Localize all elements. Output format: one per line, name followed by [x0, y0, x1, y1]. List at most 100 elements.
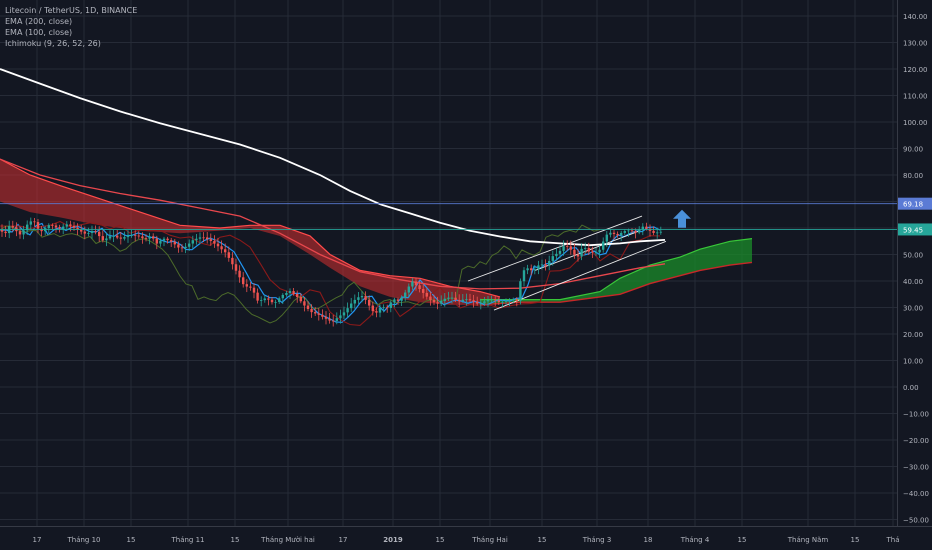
candle-body [216, 243, 220, 247]
candle-body [65, 224, 68, 227]
candle-body [432, 300, 436, 303]
cloud-bullish [480, 238, 752, 305]
price-label: 69.18 [903, 201, 923, 209]
candle-body [551, 256, 554, 261]
price-tick-label: 40.00 [903, 278, 923, 286]
time-tick-label: Tháng 10 [66, 536, 100, 544]
candle-body [198, 237, 202, 239]
price-tick-label: −40.00 [903, 490, 929, 498]
candle-body [188, 243, 191, 247]
price-tick-label: 10.00 [903, 358, 923, 366]
candle-body [270, 299, 274, 303]
candle-body [512, 299, 515, 301]
legend-ichimoku[interactable]: Ichimoku (9, 26, 52, 26) [5, 39, 101, 48]
candle-body [126, 235, 130, 238]
price-tick-label: 140.00 [903, 13, 928, 21]
candle-body [202, 237, 205, 239]
candle-body [83, 231, 86, 234]
time-axis[interactable]: 17 Tháng 10 15 Tháng 11 15 Tháng Mười hai 17 20… [0, 526, 932, 545]
candle-body [598, 249, 601, 253]
candle-body [281, 294, 284, 299]
candle-body [137, 235, 140, 237]
price-tick-label: 0.00 [903, 384, 919, 392]
time-tick-label: 2019 [383, 536, 403, 544]
candle-body [170, 240, 173, 242]
candle-body [364, 296, 367, 300]
candle-body [368, 299, 371, 306]
candle-body [213, 240, 216, 244]
candle-body [87, 232, 90, 234]
candle-body [18, 231, 22, 235]
price-tick-label: 30.00 [903, 305, 923, 313]
price-tick-label: 110.00 [903, 93, 928, 101]
candle-body [321, 314, 324, 317]
candle-body [227, 252, 230, 258]
candle-body [278, 298, 281, 302]
legend-ema100[interactable]: EMA (100, close) [5, 28, 73, 37]
candle-body [468, 299, 472, 301]
time-tick-label: 17 [339, 536, 348, 544]
time-tick-label: 18 [644, 536, 653, 544]
candle-body [602, 241, 605, 250]
candle-body [116, 235, 119, 238]
candle-body [29, 221, 32, 225]
price-tick-label: −50.00 [903, 517, 929, 525]
time-tick-label: Tháng 11 [170, 536, 204, 544]
candle-body [306, 305, 310, 309]
candle-body [173, 241, 176, 245]
legend-symbol[interactable]: Litecoin / TetherUS, 1D, BINANCE [5, 6, 138, 15]
candle-body [252, 287, 256, 293]
candle-body [562, 246, 565, 251]
candle-body [238, 270, 241, 278]
ema200-line [0, 68, 666, 247]
candle-body [310, 308, 313, 313]
time-tick-label: Tháng Mười hai [260, 536, 315, 544]
candle-body [94, 231, 97, 232]
candle-body [206, 237, 209, 240]
candle-body [256, 292, 259, 301]
candle-body [357, 297, 360, 300]
candle-body [652, 230, 655, 233]
candle-body [191, 240, 194, 244]
candle-body [177, 244, 180, 248]
candle-body [346, 308, 349, 313]
channel-line [493, 240, 667, 311]
candle-body [638, 229, 641, 233]
candle-body [245, 284, 248, 287]
candle-body [537, 265, 540, 270]
price-tick-label: 50.00 [903, 252, 923, 260]
candle-body [332, 320, 335, 322]
candle-body [33, 221, 36, 223]
candle-body [584, 248, 587, 249]
time-tick-label: 15 [127, 536, 136, 544]
candle-body [328, 318, 331, 321]
candle-body [386, 307, 389, 309]
candle-body [594, 252, 598, 254]
price-axis[interactable]: 140.00 130.00 120.00 110.00 100.00 90.00 80.00… [897, 0, 932, 550]
candle-body [353, 299, 356, 304]
candle-body [659, 231, 662, 233]
price-tick-label: 90.00 [903, 146, 923, 154]
legend-ema200[interactable]: EMA (200, close) [5, 17, 73, 26]
time-tick-label: Tháng 3 [582, 536, 612, 544]
candle-body [234, 264, 238, 271]
candle-body [105, 238, 108, 241]
time-tick-label: 15 [436, 536, 445, 544]
candle-body [515, 299, 518, 301]
candle-body [263, 298, 266, 301]
candle-body [249, 286, 252, 288]
candle-body [162, 238, 166, 241]
candle-body [141, 236, 144, 239]
candle-body [504, 300, 508, 302]
candle-body [580, 248, 583, 257]
candle-body [40, 228, 43, 232]
candle-body [544, 264, 547, 266]
price-tick-label: −20.00 [903, 437, 929, 445]
candle-body [533, 269, 536, 271]
candle-body [609, 232, 612, 235]
candle-body [414, 281, 418, 286]
time-tick-label: Tháng Năm [787, 536, 829, 544]
time-tick-label: 15 [538, 536, 547, 544]
price-label-box [898, 197, 932, 210]
